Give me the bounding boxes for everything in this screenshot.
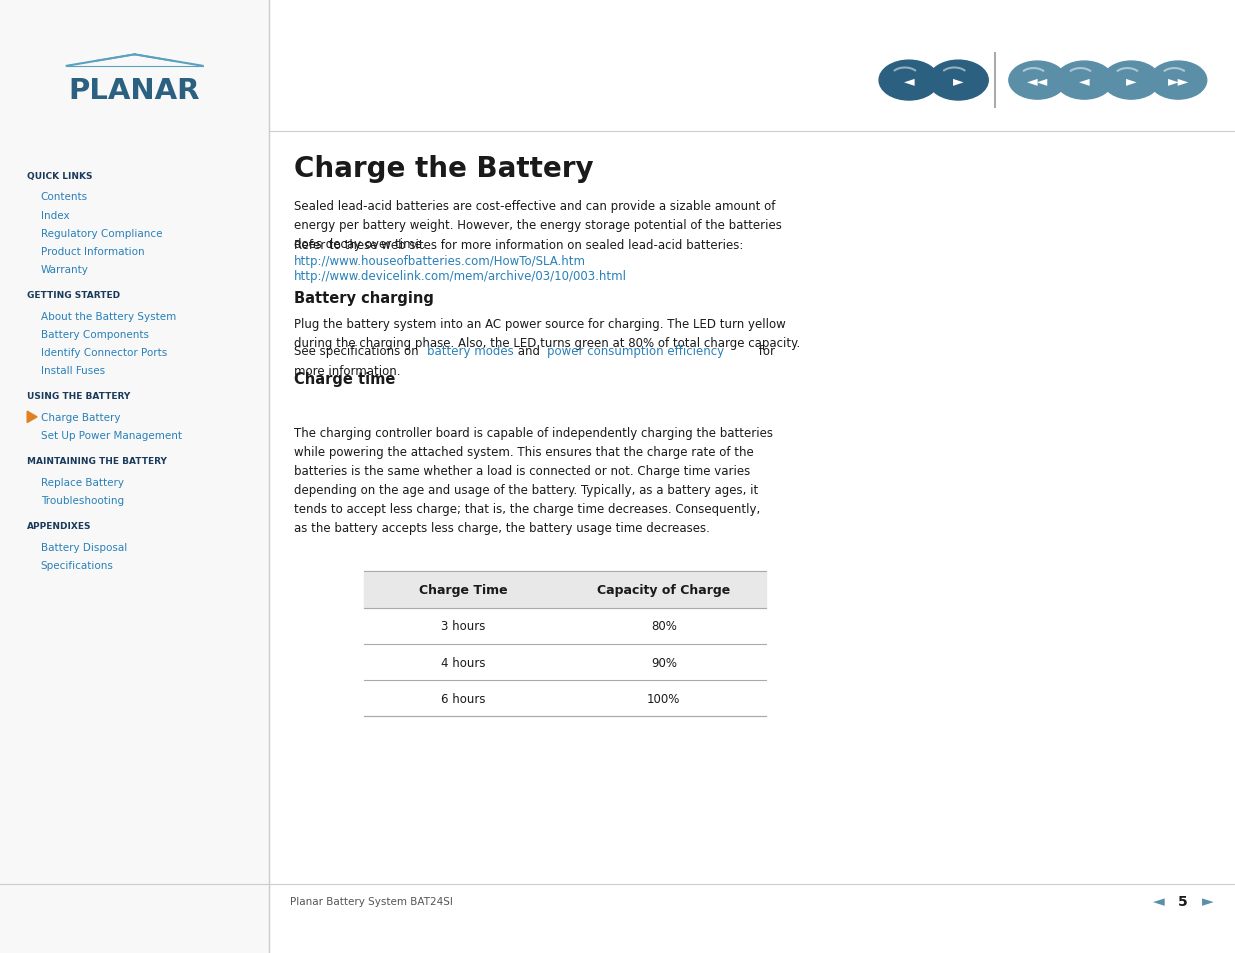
Text: http://www.houseofbatteries.com/HowTo/SLA.htm: http://www.houseofbatteries.com/HowTo/SL… [294,254,585,268]
Ellipse shape [1150,62,1207,100]
Text: 80%: 80% [651,619,677,633]
Text: for: for [755,345,774,358]
Text: Charge Battery: Charge Battery [41,413,120,422]
Text: QUICK LINKS: QUICK LINKS [27,172,93,181]
Text: Capacity of Charge: Capacity of Charge [598,583,730,597]
Text: ◄◄: ◄◄ [1026,74,1049,88]
Text: Refer to these web sites for more information on sealed lead-acid batteries:: Refer to these web sites for more inform… [294,239,743,253]
Text: Plug the battery system into an AC power source for charging. The LED turn yello: Plug the battery system into an AC power… [294,317,800,350]
Text: Install Fuses: Install Fuses [41,366,105,375]
Text: Set Up Power Management: Set Up Power Management [41,431,182,440]
Text: See specifications on: See specifications on [294,345,422,358]
Text: The charging controller board is capable of independently charging the batteries: The charging controller board is capable… [294,427,773,535]
Bar [0,0,269,953]
Text: GETTING STARTED: GETTING STARTED [27,291,120,300]
Ellipse shape [1103,62,1160,100]
Text: About the Battery System: About the Battery System [41,312,177,321]
Text: power consumption efficiency: power consumption efficiency [547,345,724,358]
Text: and: and [514,345,543,358]
Text: Warranty: Warranty [41,265,89,274]
Text: battery modes: battery modes [427,345,514,358]
Text: Charge time: Charge time [294,372,395,387]
Text: http://www.devicelink.com/mem/archive/03/10/003.html: http://www.devicelink.com/mem/archive/03… [294,270,627,283]
Text: more information.: more information. [294,365,400,378]
Text: Specifications: Specifications [41,560,114,570]
Ellipse shape [929,61,988,101]
Text: Troubleshooting: Troubleshooting [41,496,124,505]
Text: Index: Index [41,211,69,220]
Text: 100%: 100% [647,692,680,705]
Text: ►: ► [953,74,963,88]
Text: ◄: ◄ [904,74,914,88]
Ellipse shape [1009,62,1066,100]
Ellipse shape [1056,62,1113,100]
Text: MAINTAINING THE BATTERY: MAINTAINING THE BATTERY [27,456,167,466]
Text: 5: 5 [1178,894,1188,907]
Text: Identify Connector Ports: Identify Connector Ports [41,348,167,357]
Text: Replace Battery: Replace Battery [41,477,124,487]
Text: ◄: ◄ [1152,893,1165,908]
Text: ►: ► [1126,74,1136,88]
Text: ►►: ►► [1167,74,1189,88]
Text: Battery Components: Battery Components [41,330,148,339]
Text: Charge Time: Charge Time [419,583,508,597]
Ellipse shape [879,61,939,101]
Text: Planar Battery System BAT24SI: Planar Battery System BAT24SI [290,896,453,905]
Text: Contents: Contents [41,193,88,202]
Text: PLANAR: PLANAR [69,76,200,105]
Text: Product Information: Product Information [41,247,144,256]
Text: Sealed lead-acid batteries are cost-effective and can provide a sizable amount o: Sealed lead-acid batteries are cost-effe… [294,200,782,251]
Bar [364,572,766,608]
Text: APPENDIXES: APPENDIXES [27,521,91,531]
Text: 6 hours: 6 hours [441,692,485,705]
Text: USING THE BATTERY: USING THE BATTERY [27,392,131,401]
Text: Regulatory Compliance: Regulatory Compliance [41,229,162,238]
Text: ◄: ◄ [1079,74,1089,88]
Polygon shape [27,412,37,423]
Text: Charge the Battery: Charge the Battery [294,154,594,182]
Text: ►: ► [1202,893,1214,908]
Text: Battery Disposal: Battery Disposal [41,542,127,552]
Text: 90%: 90% [651,656,677,669]
Text: Battery charging: Battery charging [294,291,433,306]
Text: 4 hours: 4 hours [441,656,485,669]
Text: 3 hours: 3 hours [441,619,485,633]
